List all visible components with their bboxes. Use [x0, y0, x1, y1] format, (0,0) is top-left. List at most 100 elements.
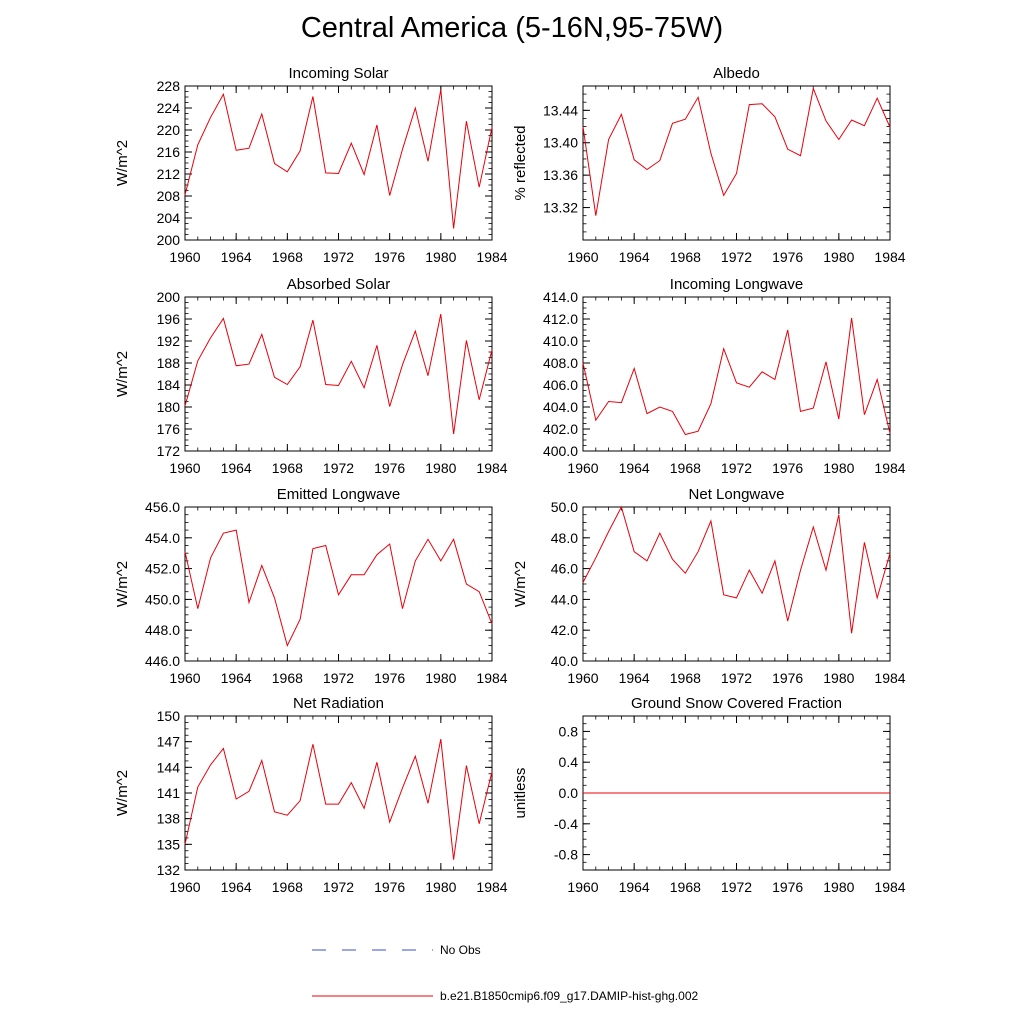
panel-6-y-axis-label: W/m^2: [512, 561, 529, 607]
panel-1-y-axis-label: W/m^2: [114, 140, 131, 186]
panel-1-x-tick-label: 1976: [374, 249, 405, 265]
panel-1-x-tick-label: 1980: [425, 249, 456, 265]
panel-1-x-tick-label: 1984: [476, 249, 507, 265]
panel-1-y-tick-label: 228: [157, 78, 181, 94]
panel-5-x-tick-label: 1972: [323, 670, 354, 686]
panel-6-x-tick-label: 1968: [670, 670, 701, 686]
panel-7-series-line: [184, 739, 493, 860]
panel-4-y-tick-label: 404.0: [543, 399, 578, 415]
panel-3-x-tick-label: 1984: [476, 460, 507, 476]
panel-6-x-tick-label: 1964: [619, 670, 650, 686]
panel-3-x-tick-label: 1980: [425, 460, 456, 476]
panel-4-x-tick-label: 1968: [670, 460, 701, 476]
panel-4-x-tick-label: 1964: [619, 460, 650, 476]
panel-4-y-tick-label: 412.0: [543, 311, 578, 327]
panel-2-x-tick-label: 1984: [874, 249, 905, 265]
panel-7-y-axis-label: W/m^2: [114, 770, 131, 816]
panel-2-y-tick-label: 13.40: [543, 135, 578, 151]
panel-1-y-tick-label: 204: [157, 210, 181, 226]
panel-3-x-tick-label: 1972: [323, 460, 354, 476]
panel-3-x-tick-label: 1964: [221, 460, 252, 476]
panel-7-frame: [184, 715, 493, 871]
panel-8-x-tick-label: 1984: [874, 879, 905, 895]
panel-6-y-tick-label: 48.0: [551, 530, 578, 546]
panel-4-title: Incoming Longwave: [670, 276, 803, 293]
panel-8-title: Ground Snow Covered Fraction: [631, 695, 842, 712]
legend-model-label: b.e21.B1850cmip6.f09_g17.DAMIP-hist-ghg.…: [440, 989, 698, 1003]
panel-2-x-tick-label: 1968: [670, 249, 701, 265]
panel-7-y-tick-label: 147: [157, 734, 181, 750]
panel-6-x-tick-label: 1960: [567, 670, 598, 686]
panel-4-y-tick-label: 408.0: [543, 355, 578, 371]
panel-6-y-tick-label: 42.0: [551, 622, 578, 638]
panel-3-y-tick-label: 172: [157, 443, 181, 459]
panel-8-y-axis-label: unitless: [512, 768, 529, 819]
panel-2-x-tick-label: 1964: [619, 249, 650, 265]
panel-4-x-tick-label: 1976: [772, 460, 803, 476]
panel-4-x-tick-label: 1960: [567, 460, 598, 476]
panel-2-x-tick-label: 1980: [823, 249, 854, 265]
panel-8-y-tick-label: 0.8: [559, 723, 579, 739]
panel-8-x-tick-label: 1968: [670, 879, 701, 895]
panel-3-x-tick-label: 1976: [374, 460, 405, 476]
panel-5-x-tick-label: 1960: [169, 670, 200, 686]
panel-6-series-line: [582, 505, 891, 634]
panel-4-x-tick-label: 1984: [874, 460, 905, 476]
panel-3-y-tick-label: 196: [157, 311, 181, 327]
page-title: Central America (5-16N,95-75W): [300, 12, 724, 44]
panel-3-y-tick-label: 188: [157, 355, 181, 371]
panel-4-y-tick-label: 410.0: [543, 333, 578, 349]
panel-3-y-tick-label: 176: [157, 421, 181, 437]
panel-8-x-tick-label: 1964: [619, 879, 650, 895]
panel-7-y-tick-label: 135: [157, 836, 181, 852]
panel-3-y-tick-label: 180: [157, 399, 181, 415]
panel-7-x-tick-label: 1984: [476, 879, 507, 895]
panel-6-x-tick-label: 1976: [772, 670, 803, 686]
panel-2-x-tick-label: 1976: [772, 249, 803, 265]
panel-3-y-tick-label: 192: [157, 333, 181, 349]
panel-5-x-tick-label: 1980: [425, 670, 456, 686]
panel-2-y-tick-label: 13.44: [543, 102, 578, 118]
panel-6-y-tick-label: 50.0: [551, 499, 578, 515]
panel-3-x-tick-label: 1960: [169, 460, 200, 476]
panel-2-y-axis-label: % reflected: [512, 125, 529, 200]
panel-5-y-tick-label: 452.0: [145, 561, 180, 577]
panel-6-y-tick-label: 44.0: [551, 591, 578, 607]
panel-8-y-tick-label: -0.4: [554, 816, 578, 832]
panel-7-x-tick-label: 1976: [374, 879, 405, 895]
panel-5-y-tick-label: 456.0: [145, 499, 180, 515]
panel-7-y-tick-label: 132: [157, 862, 181, 878]
panel-3-title: Absorbed Solar: [287, 276, 390, 293]
panel-8-y-tick-label: 0.4: [559, 754, 579, 770]
panel-7-y-tick-label: 141: [157, 785, 181, 801]
panel-2-series-line: [582, 86, 891, 216]
panel-8-x-tick-label: 1976: [772, 879, 803, 895]
panel-5-y-axis-label: W/m^2: [114, 561, 131, 607]
panel-1-y-tick-label: 200: [157, 232, 181, 248]
panel-1-series-line: [184, 89, 493, 229]
panel-2-x-tick-label: 1972: [721, 249, 752, 265]
panel-4-series-line: [582, 317, 891, 436]
panel-2-frame: [582, 85, 891, 241]
panel-5-frame: [184, 506, 493, 662]
panel-5-y-tick-label: 454.0: [145, 530, 180, 546]
panel-5-x-tick-label: 1984: [476, 670, 507, 686]
panel-8-x-tick-label: 1980: [823, 879, 854, 895]
panel-4-x-tick-label: 1972: [721, 460, 752, 476]
panel-8-x-tick-label: 1960: [567, 879, 598, 895]
panel-4-y-tick-label: 402.0: [543, 421, 578, 437]
panel-8-x-tick-label: 1972: [721, 879, 752, 895]
panel-1-y-tick-label: 224: [157, 100, 181, 116]
panel-7-x-tick-label: 1964: [221, 879, 252, 895]
panel-4-y-tick-label: 406.0: [543, 377, 578, 393]
panel-4-y-tick-label: 400.0: [543, 443, 578, 459]
panel-7-x-tick-label: 1968: [272, 879, 303, 895]
panel-6-x-tick-label: 1972: [721, 670, 752, 686]
panel-3-x-tick-label: 1968: [272, 460, 303, 476]
panel-3-y-axis-label: W/m^2: [114, 351, 131, 397]
panel-7-x-tick-label: 1980: [425, 879, 456, 895]
panel-4-x-tick-label: 1980: [823, 460, 854, 476]
panel-8-y-tick-label: -0.8: [554, 847, 578, 863]
panel-6-y-tick-label: 40.0: [551, 653, 578, 669]
